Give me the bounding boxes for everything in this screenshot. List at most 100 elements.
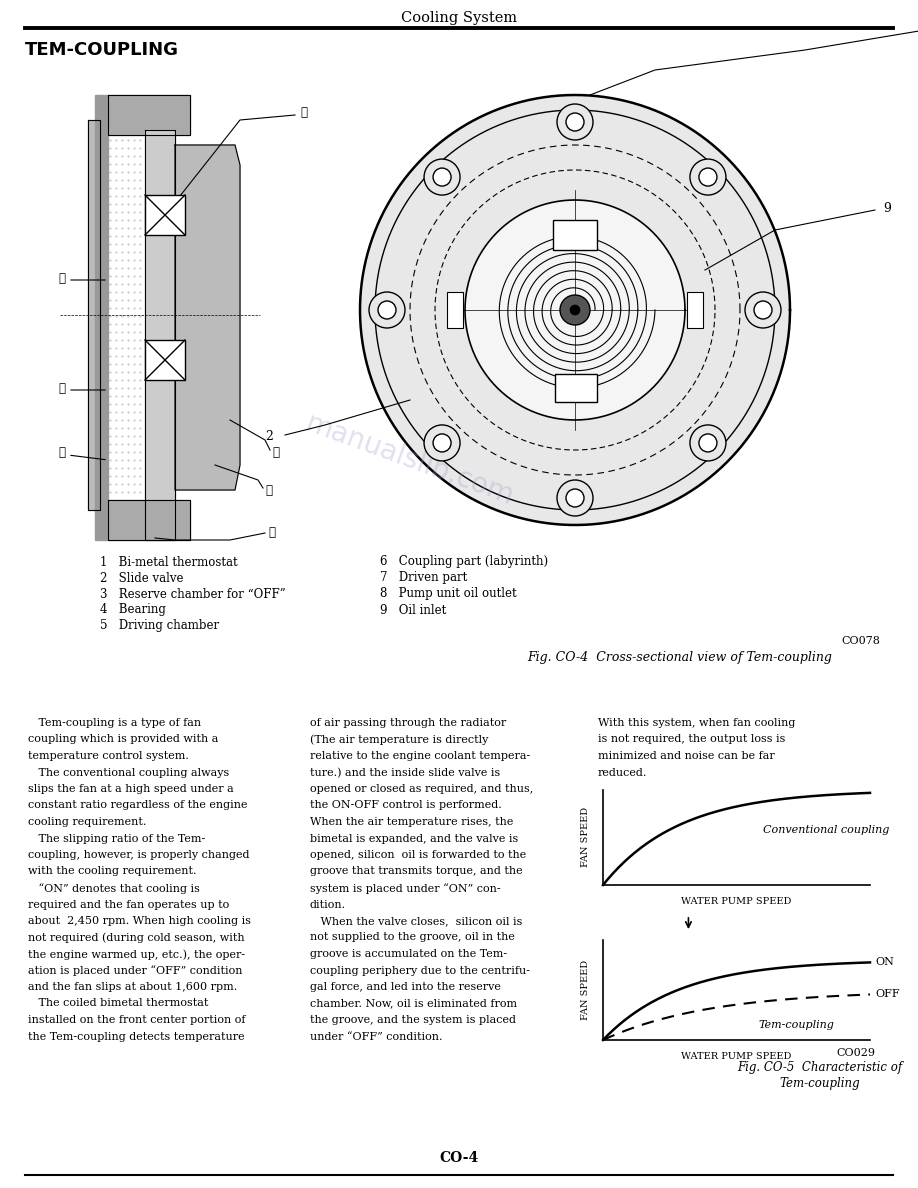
Text: (The air temperature is directly: (The air temperature is directly — [310, 734, 488, 745]
Text: system is placed under “ON” con-: system is placed under “ON” con- — [310, 883, 500, 893]
Text: Tem-coupling is a type of fan: Tem-coupling is a type of fan — [28, 718, 201, 728]
Text: 1   Bi-metal thermostat: 1 Bi-metal thermostat — [100, 556, 238, 569]
Text: WATER PUMP SPEED: WATER PUMP SPEED — [681, 897, 791, 906]
Text: ON: ON — [875, 958, 894, 967]
Text: 9   Oil inlet: 9 Oil inlet — [380, 604, 446, 617]
Circle shape — [745, 292, 781, 328]
Text: 4   Bearing: 4 Bearing — [100, 604, 166, 617]
Circle shape — [557, 480, 593, 516]
Text: and the fan slips at about 1,600 rpm.: and the fan slips at about 1,600 rpm. — [28, 982, 237, 992]
Text: manualslib.com: manualslib.com — [302, 409, 518, 511]
Text: ③: ③ — [59, 447, 65, 460]
Text: ①: ① — [59, 272, 65, 284]
Circle shape — [699, 434, 717, 451]
Bar — [555, 374, 597, 402]
Text: ②: ② — [59, 381, 65, 394]
Text: 2: 2 — [265, 430, 273, 443]
Text: constant ratio regardless of the engine: constant ratio regardless of the engine — [28, 801, 248, 810]
Text: WATER PUMP SPEED: WATER PUMP SPEED — [681, 1053, 791, 1061]
Text: the groove, and the system is placed: the groove, and the system is placed — [310, 1015, 516, 1025]
Circle shape — [433, 168, 451, 187]
Text: installed on the front center portion of: installed on the front center portion of — [28, 1015, 245, 1025]
Circle shape — [560, 295, 590, 326]
Text: reduced.: reduced. — [598, 767, 647, 777]
Bar — [447, 292, 463, 328]
Text: under “OFF” condition.: under “OFF” condition. — [310, 1031, 442, 1042]
Circle shape — [566, 489, 584, 507]
Text: slips the fan at a high speed under a: slips the fan at a high speed under a — [28, 784, 234, 794]
Text: coupling periphery due to the centrifu-: coupling periphery due to the centrifu- — [310, 966, 530, 975]
Text: Fig. CO-4  Cross-sectional view of Tem-coupling: Fig. CO-4 Cross-sectional view of Tem-co… — [528, 651, 833, 664]
Text: The coiled bimetal thermostat: The coiled bimetal thermostat — [28, 998, 208, 1009]
Text: 8   Pump unit oil outlet: 8 Pump unit oil outlet — [380, 588, 517, 600]
Text: the engine warmed up, etc.), the oper-: the engine warmed up, etc.), the oper- — [28, 949, 245, 960]
Text: FAN SPEED: FAN SPEED — [580, 960, 589, 1020]
Text: the Tem-coupling detects temperature: the Tem-coupling detects temperature — [28, 1031, 244, 1042]
Polygon shape — [88, 120, 100, 510]
Circle shape — [433, 434, 451, 451]
Text: chamber. Now, oil is eliminated from: chamber. Now, oil is eliminated from — [310, 998, 517, 1009]
Circle shape — [566, 113, 584, 131]
Text: the ON-OFF control is performed.: the ON-OFF control is performed. — [310, 801, 502, 810]
Text: relative to the engine coolant tempera-: relative to the engine coolant tempera- — [310, 751, 531, 762]
Text: Conventional coupling: Conventional coupling — [763, 824, 890, 835]
Text: cooling requirement.: cooling requirement. — [28, 817, 146, 827]
Polygon shape — [95, 95, 108, 541]
Text: FAN SPEED: FAN SPEED — [580, 807, 589, 867]
Circle shape — [424, 425, 460, 461]
Text: temperature control system.: temperature control system. — [28, 751, 189, 762]
Text: gal force, and led into the reserve: gal force, and led into the reserve — [310, 982, 501, 992]
Text: The conventional coupling always: The conventional coupling always — [28, 767, 230, 777]
Text: 9: 9 — [883, 202, 890, 215]
Bar — [145, 195, 185, 235]
Circle shape — [369, 292, 405, 328]
Text: When the valve closes,  silicon oil is: When the valve closes, silicon oil is — [310, 916, 522, 925]
Circle shape — [424, 159, 460, 195]
Text: coupling, however, is properly changed: coupling, however, is properly changed — [28, 849, 250, 860]
Circle shape — [690, 425, 726, 461]
Bar — [145, 340, 185, 380]
Text: ④: ④ — [300, 107, 307, 120]
Text: Tem-coupling: Tem-coupling — [779, 1076, 860, 1089]
Text: “ON” denotes that cooling is: “ON” denotes that cooling is — [28, 883, 200, 893]
Text: coupling which is provided with a: coupling which is provided with a — [28, 734, 218, 745]
Text: ⑤: ⑤ — [272, 447, 279, 460]
Text: not required (during cold season, with: not required (during cold season, with — [28, 933, 244, 943]
Text: is not required, the output loss is: is not required, the output loss is — [598, 734, 786, 745]
Text: opened or closed as required, and thus,: opened or closed as required, and thus, — [310, 784, 533, 794]
Text: 2   Slide valve: 2 Slide valve — [100, 571, 184, 584]
Text: 7   Driven part: 7 Driven part — [380, 571, 467, 584]
Text: Fig. CO-5  Characteristic of: Fig. CO-5 Characteristic of — [737, 1062, 902, 1074]
Circle shape — [754, 301, 772, 320]
Bar — [687, 292, 703, 328]
Circle shape — [557, 105, 593, 140]
Text: OFF: OFF — [875, 990, 900, 999]
Text: Tem-coupling: Tem-coupling — [758, 1020, 834, 1030]
Text: of air passing through the radiator: of air passing through the radiator — [310, 718, 506, 728]
Text: ture.) and the inside slide valve is: ture.) and the inside slide valve is — [310, 767, 500, 778]
Text: groove is accumulated on the Tem-: groove is accumulated on the Tem- — [310, 949, 507, 959]
Text: required and the fan operates up to: required and the fan operates up to — [28, 899, 230, 910]
Text: bimetal is expanded, and the valve is: bimetal is expanded, and the valve is — [310, 834, 519, 843]
Text: groove that transmits torque, and the: groove that transmits torque, and the — [310, 866, 522, 877]
Text: minimized and noise can be far: minimized and noise can be far — [598, 751, 775, 762]
Text: ation is placed under “OFF” condition: ation is placed under “OFF” condition — [28, 966, 242, 977]
Text: dition.: dition. — [310, 899, 346, 910]
Text: not supplied to the groove, oil in the: not supplied to the groove, oil in the — [310, 933, 515, 942]
Text: The slipping ratio of the Tem-: The slipping ratio of the Tem- — [28, 834, 206, 843]
Text: Cooling System: Cooling System — [401, 11, 517, 25]
Text: CO-4: CO-4 — [440, 1151, 478, 1165]
Text: With this system, when fan cooling: With this system, when fan cooling — [598, 718, 795, 728]
Circle shape — [690, 159, 726, 195]
Text: 5   Driving chamber: 5 Driving chamber — [100, 619, 219, 632]
Polygon shape — [465, 200, 685, 421]
Circle shape — [570, 305, 580, 315]
Bar — [553, 220, 597, 249]
Text: ⑦: ⑦ — [268, 525, 275, 538]
Text: TEM-COUPLING: TEM-COUPLING — [25, 42, 179, 59]
Text: 3   Reserve chamber for “OFF”: 3 Reserve chamber for “OFF” — [100, 588, 285, 600]
Text: 6   Coupling part (labyrinth): 6 Coupling part (labyrinth) — [380, 556, 548, 569]
Text: CO078: CO078 — [841, 636, 880, 646]
Polygon shape — [360, 95, 790, 525]
Polygon shape — [175, 145, 240, 489]
